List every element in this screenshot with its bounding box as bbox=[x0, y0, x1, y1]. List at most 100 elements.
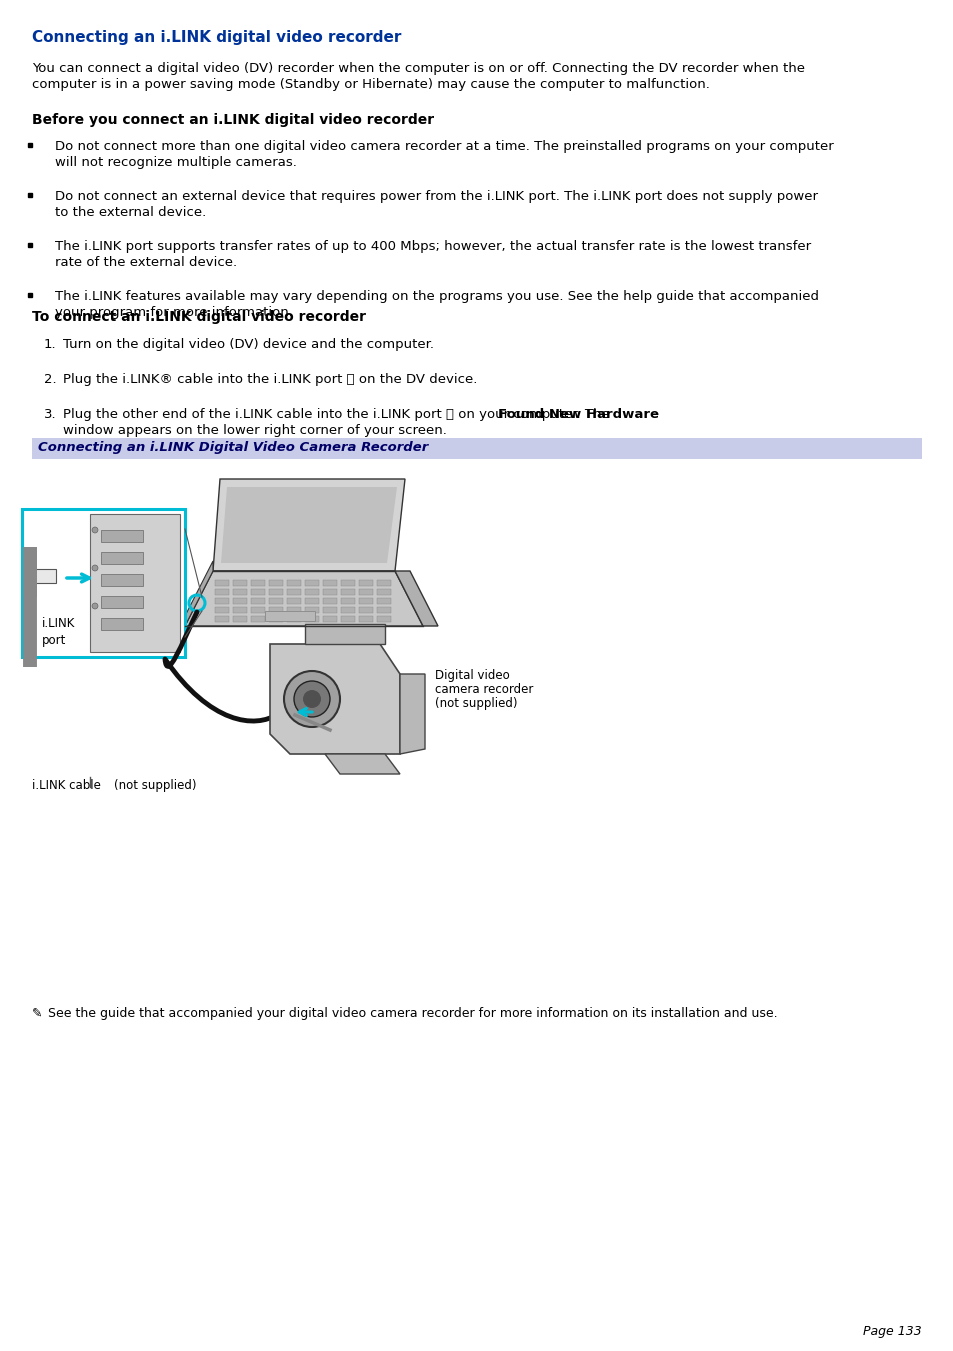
FancyBboxPatch shape bbox=[376, 607, 391, 613]
FancyBboxPatch shape bbox=[233, 607, 247, 613]
FancyBboxPatch shape bbox=[376, 589, 391, 594]
FancyBboxPatch shape bbox=[101, 553, 143, 563]
Text: i.LINK cable: i.LINK cable bbox=[32, 780, 101, 792]
FancyBboxPatch shape bbox=[214, 580, 229, 586]
Text: Plug the other end of the i.LINK cable into the i.LINK port ⓘ on your computer. : Plug the other end of the i.LINK cable i… bbox=[63, 408, 614, 422]
FancyBboxPatch shape bbox=[376, 616, 391, 621]
FancyBboxPatch shape bbox=[269, 616, 283, 621]
Text: The i.LINK port supports transfer rates of up to 400 Mbps; however, the actual t: The i.LINK port supports transfer rates … bbox=[55, 240, 810, 253]
FancyBboxPatch shape bbox=[214, 598, 229, 604]
Polygon shape bbox=[221, 486, 396, 563]
FancyBboxPatch shape bbox=[358, 616, 373, 621]
FancyBboxPatch shape bbox=[26, 569, 56, 584]
Text: Before you connect an i.LINK digital video recorder: Before you connect an i.LINK digital vid… bbox=[32, 113, 434, 127]
FancyBboxPatch shape bbox=[323, 616, 336, 621]
Text: Connecting an i.LINK Digital Video Camera Recorder: Connecting an i.LINK Digital Video Camer… bbox=[38, 440, 428, 454]
Text: will not recognize multiple cameras.: will not recognize multiple cameras. bbox=[55, 155, 296, 169]
Polygon shape bbox=[185, 561, 213, 626]
FancyBboxPatch shape bbox=[358, 589, 373, 594]
Text: Page 133: Page 133 bbox=[862, 1325, 921, 1337]
Text: i.LINK
port: i.LINK port bbox=[42, 617, 75, 647]
FancyBboxPatch shape bbox=[251, 589, 265, 594]
FancyBboxPatch shape bbox=[251, 598, 265, 604]
Polygon shape bbox=[270, 644, 399, 754]
Text: computer is in a power saving mode (Standby or Hibernate) may cause the computer: computer is in a power saving mode (Stan… bbox=[32, 78, 709, 91]
FancyBboxPatch shape bbox=[287, 616, 301, 621]
FancyBboxPatch shape bbox=[101, 574, 143, 586]
FancyBboxPatch shape bbox=[214, 589, 229, 594]
FancyBboxPatch shape bbox=[269, 598, 283, 604]
FancyBboxPatch shape bbox=[233, 616, 247, 621]
Text: 1.: 1. bbox=[44, 338, 56, 351]
FancyBboxPatch shape bbox=[101, 530, 143, 542]
Circle shape bbox=[303, 690, 320, 708]
Text: Found New Hardware: Found New Hardware bbox=[497, 408, 659, 422]
FancyBboxPatch shape bbox=[214, 607, 229, 613]
FancyBboxPatch shape bbox=[287, 607, 301, 613]
Circle shape bbox=[91, 603, 98, 609]
Text: You can connect a digital video (DV) recorder when the computer is on or off. Co: You can connect a digital video (DV) rec… bbox=[32, 62, 804, 76]
FancyBboxPatch shape bbox=[287, 598, 301, 604]
Text: ✎: ✎ bbox=[32, 1006, 43, 1020]
FancyBboxPatch shape bbox=[358, 607, 373, 613]
Circle shape bbox=[284, 671, 339, 727]
FancyBboxPatch shape bbox=[214, 616, 229, 621]
FancyBboxPatch shape bbox=[251, 607, 265, 613]
FancyBboxPatch shape bbox=[376, 580, 391, 586]
Polygon shape bbox=[90, 513, 180, 653]
FancyBboxPatch shape bbox=[251, 580, 265, 586]
FancyBboxPatch shape bbox=[22, 509, 185, 657]
Text: your program for more information.: your program for more information. bbox=[55, 305, 293, 319]
FancyBboxPatch shape bbox=[233, 580, 247, 586]
FancyBboxPatch shape bbox=[340, 607, 355, 613]
FancyBboxPatch shape bbox=[233, 589, 247, 594]
Text: The i.LINK features available may vary depending on the programs you use. See th: The i.LINK features available may vary d… bbox=[55, 290, 818, 303]
Polygon shape bbox=[305, 624, 385, 644]
Text: To connect an i.LINK digital video recorder: To connect an i.LINK digital video recor… bbox=[32, 309, 366, 324]
FancyBboxPatch shape bbox=[340, 598, 355, 604]
Polygon shape bbox=[325, 754, 399, 774]
Text: camera recorder: camera recorder bbox=[435, 684, 533, 696]
Text: window appears on the lower right corner of your screen.: window appears on the lower right corner… bbox=[63, 424, 446, 436]
Text: Plug the i.LINK® cable into the i.LINK port ⓘ on the DV device.: Plug the i.LINK® cable into the i.LINK p… bbox=[63, 373, 476, 386]
FancyBboxPatch shape bbox=[340, 580, 355, 586]
FancyBboxPatch shape bbox=[265, 611, 314, 621]
Text: 3.: 3. bbox=[44, 408, 56, 422]
Text: Do not connect more than one digital video camera recorder at a time. The preins: Do not connect more than one digital vid… bbox=[55, 141, 833, 153]
Bar bbox=[32, 438, 921, 459]
FancyBboxPatch shape bbox=[269, 589, 283, 594]
FancyBboxPatch shape bbox=[358, 580, 373, 586]
Text: Connecting an i.LINK digital video recorder: Connecting an i.LINK digital video recor… bbox=[32, 30, 401, 45]
FancyBboxPatch shape bbox=[251, 616, 265, 621]
FancyBboxPatch shape bbox=[323, 607, 336, 613]
Polygon shape bbox=[395, 571, 437, 626]
Text: Do not connect an external device that requires power from the i.LINK port. The : Do not connect an external device that r… bbox=[55, 190, 817, 203]
FancyBboxPatch shape bbox=[305, 580, 318, 586]
Text: 2.: 2. bbox=[44, 373, 56, 386]
FancyBboxPatch shape bbox=[340, 616, 355, 621]
Text: (not supplied): (not supplied) bbox=[435, 697, 517, 711]
FancyBboxPatch shape bbox=[101, 617, 143, 630]
FancyBboxPatch shape bbox=[269, 580, 283, 586]
Circle shape bbox=[91, 527, 98, 534]
FancyBboxPatch shape bbox=[305, 589, 318, 594]
FancyBboxPatch shape bbox=[305, 598, 318, 604]
Text: Digital video: Digital video bbox=[435, 669, 509, 682]
Circle shape bbox=[91, 565, 98, 571]
FancyBboxPatch shape bbox=[340, 589, 355, 594]
Text: (not supplied): (not supplied) bbox=[113, 780, 196, 792]
Polygon shape bbox=[213, 480, 405, 571]
FancyBboxPatch shape bbox=[358, 598, 373, 604]
Text: to the external device.: to the external device. bbox=[55, 205, 206, 219]
Text: Turn on the digital video (DV) device and the computer.: Turn on the digital video (DV) device an… bbox=[63, 338, 434, 351]
Polygon shape bbox=[185, 571, 422, 626]
FancyBboxPatch shape bbox=[376, 598, 391, 604]
FancyBboxPatch shape bbox=[323, 598, 336, 604]
FancyBboxPatch shape bbox=[287, 589, 301, 594]
Circle shape bbox=[294, 681, 330, 717]
FancyBboxPatch shape bbox=[287, 580, 301, 586]
Text: rate of the external device.: rate of the external device. bbox=[55, 255, 237, 269]
FancyBboxPatch shape bbox=[323, 589, 336, 594]
Text: See the guide that accompanied your digital video camera recorder for more infor: See the guide that accompanied your digi… bbox=[48, 1006, 777, 1020]
Polygon shape bbox=[399, 674, 424, 754]
